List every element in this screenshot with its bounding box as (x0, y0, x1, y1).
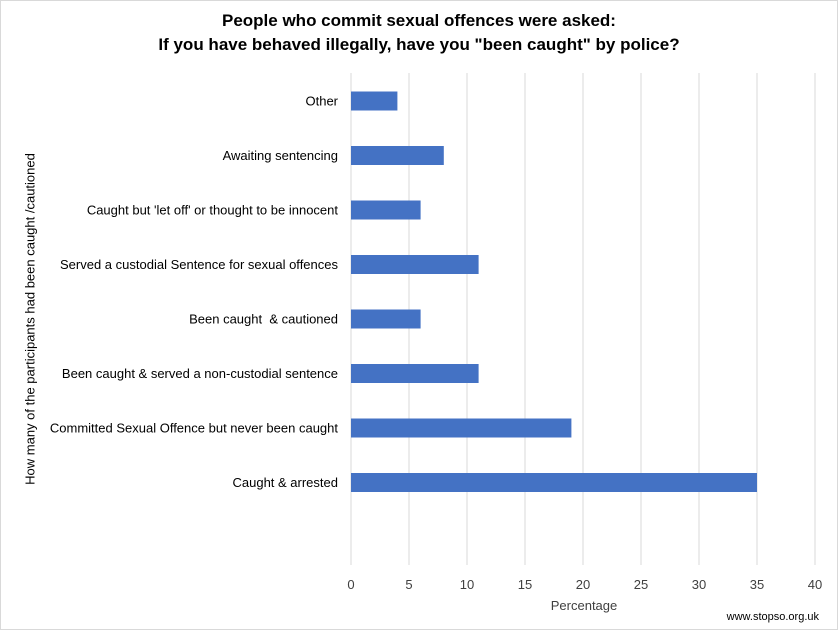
chart-title-line-1: People who commit sexual offences were a… (222, 11, 616, 30)
source-footer: www.stopso.org.uk (726, 611, 819, 623)
bar (351, 255, 479, 274)
category-label: Caught but 'let off' or thought to be in… (87, 203, 339, 218)
bar (351, 91, 398, 111)
x-tick-label: 40 (808, 577, 822, 592)
category-label: Awaiting sentencing (223, 148, 338, 163)
x-tick-label: 15 (518, 577, 532, 592)
x-tick-label: 0 (347, 577, 354, 592)
category-label: Caught & arrested (232, 475, 338, 490)
category-label: Served a custodial Sentence for sexual o… (60, 257, 338, 272)
bar (351, 146, 444, 165)
bar (351, 309, 421, 329)
x-tick-label: 10 (460, 577, 474, 592)
x-tick-label: 25 (634, 577, 648, 592)
bar (351, 473, 757, 492)
category-label: Committed Sexual Offence but never been … (50, 421, 338, 436)
chart-title-line-2: If you have behaved illegally, have you … (158, 35, 680, 54)
category-label: Other (305, 94, 338, 109)
bar (351, 200, 421, 220)
x-tick-label: 20 (576, 577, 590, 592)
chart-title: People who commit sexual offences were a… (1, 9, 837, 57)
x-tick-label: 35 (750, 577, 764, 592)
x-tick-label: 30 (692, 577, 706, 592)
x-axis-label: Percentage (550, 598, 618, 613)
y-axis-label: How many of the participants had been ca… (22, 153, 38, 485)
x-tick-label: 5 (405, 577, 412, 592)
category-label: Been caught & cautioned (189, 312, 338, 327)
category-label: Been caught & served a non-custodial sen… (62, 366, 338, 381)
bar (351, 364, 479, 383)
bar (351, 418, 572, 438)
